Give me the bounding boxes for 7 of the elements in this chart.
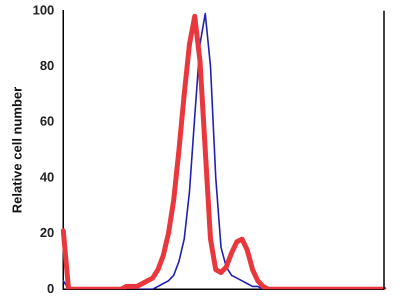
y-tick-label: 60 xyxy=(40,114,54,129)
y-tick-label: 0 xyxy=(47,280,54,296)
y-tick-label: 20 xyxy=(40,225,54,240)
y-axis-title: Relative cell number xyxy=(9,86,24,214)
y-tick-label: 80 xyxy=(40,58,54,74)
y-tick-label: 40 xyxy=(40,169,54,184)
y-tick-label: 100 xyxy=(32,2,54,18)
